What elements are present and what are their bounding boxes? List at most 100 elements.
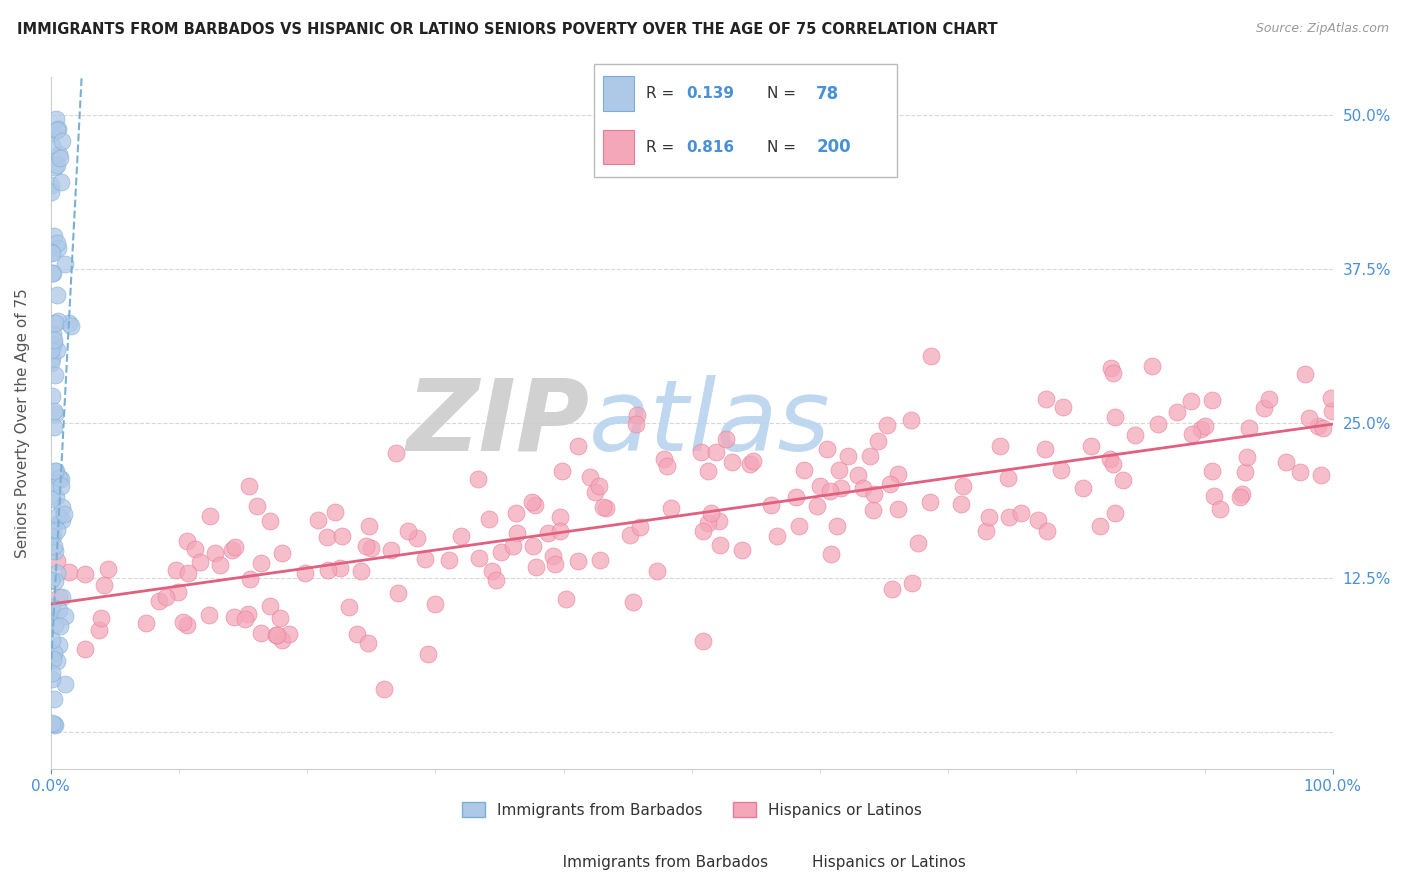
- Point: [266, 627, 288, 641]
- Point: [1050, 463, 1073, 477]
- Text: 200: 200: [817, 138, 851, 156]
- Point: [266, 627, 288, 641]
- Point: [759, 498, 782, 512]
- Point: [53, 507, 76, 521]
- Point: [46, 343, 69, 357]
- Point: [820, 547, 842, 561]
- Point: [907, 536, 929, 550]
- Point: [93, 578, 115, 592]
- Point: [294, 566, 316, 580]
- Point: [740, 457, 762, 471]
- Point: [51, 175, 73, 189]
- Point: [53, 608, 76, 623]
- Point: [997, 471, 1019, 485]
- Point: [41, 266, 63, 280]
- Point: [1123, 428, 1146, 442]
- Point: [53, 676, 76, 690]
- Point: [316, 563, 339, 577]
- Point: [204, 546, 226, 560]
- Point: [51, 134, 73, 148]
- Point: [44, 160, 66, 174]
- Point: [697, 464, 720, 478]
- Point: [51, 513, 73, 527]
- Text: 78: 78: [817, 85, 839, 103]
- Point: [825, 519, 848, 533]
- Point: [44, 407, 66, 421]
- Point: [522, 539, 544, 553]
- Point: [714, 432, 737, 446]
- Point: [450, 528, 472, 542]
- Point: [818, 483, 841, 498]
- Point: [1102, 366, 1125, 380]
- Text: ZIP: ZIP: [406, 375, 589, 472]
- Point: [1189, 422, 1212, 436]
- Point: [73, 641, 96, 656]
- Point: [359, 519, 381, 533]
- Point: [45, 464, 67, 478]
- Point: [1102, 458, 1125, 472]
- Point: [48, 590, 70, 604]
- Text: Source: ZipAtlas.com: Source: ZipAtlas.com: [1256, 22, 1389, 36]
- Point: [44, 316, 66, 330]
- Point: [184, 542, 207, 557]
- Point: [44, 336, 66, 351]
- Point: [41, 126, 63, 140]
- Point: [48, 470, 70, 484]
- Point: [44, 333, 66, 347]
- Point: [51, 590, 73, 604]
- Point: [1258, 392, 1281, 406]
- Point: [852, 482, 875, 496]
- Point: [60, 319, 83, 334]
- Point: [49, 151, 72, 165]
- Point: [41, 138, 63, 153]
- Point: [548, 524, 571, 538]
- Point: [1209, 502, 1232, 516]
- Point: [647, 564, 669, 578]
- Point: [44, 717, 66, 731]
- Point: [793, 463, 815, 477]
- Point: [523, 498, 546, 512]
- Point: [491, 545, 513, 559]
- Point: [46, 523, 69, 537]
- Point: [1289, 465, 1312, 479]
- Point: [90, 611, 112, 625]
- Point: [1320, 404, 1343, 418]
- Point: [373, 682, 395, 697]
- Point: [588, 478, 610, 492]
- Point: [307, 513, 329, 527]
- Point: [567, 553, 589, 567]
- Point: [551, 464, 574, 478]
- Point: [876, 417, 898, 432]
- Point: [1201, 464, 1223, 478]
- Point: [1181, 426, 1204, 441]
- Point: [75, 566, 97, 581]
- Point: [481, 565, 503, 579]
- Point: [690, 445, 713, 459]
- Point: [692, 524, 714, 538]
- Point: [1312, 421, 1334, 435]
- Point: [423, 598, 446, 612]
- Point: [657, 458, 679, 473]
- Point: [249, 626, 271, 640]
- Point: [697, 516, 720, 531]
- Point: [396, 524, 419, 538]
- Point: [920, 349, 942, 363]
- Point: [330, 529, 353, 543]
- Point: [224, 540, 246, 554]
- Point: [45, 288, 67, 302]
- Point: [172, 615, 194, 629]
- Point: [621, 595, 644, 609]
- Point: [44, 718, 66, 732]
- Point: [41, 665, 63, 680]
- Point: [1236, 450, 1258, 464]
- Point: [246, 499, 269, 513]
- Point: [209, 558, 232, 572]
- Point: [1201, 392, 1223, 407]
- Point: [887, 502, 910, 516]
- Point: [1180, 394, 1202, 409]
- Point: [485, 573, 508, 587]
- Point: [418, 648, 440, 662]
- Point: [360, 541, 382, 555]
- Point: [988, 439, 1011, 453]
- Point: [48, 146, 70, 161]
